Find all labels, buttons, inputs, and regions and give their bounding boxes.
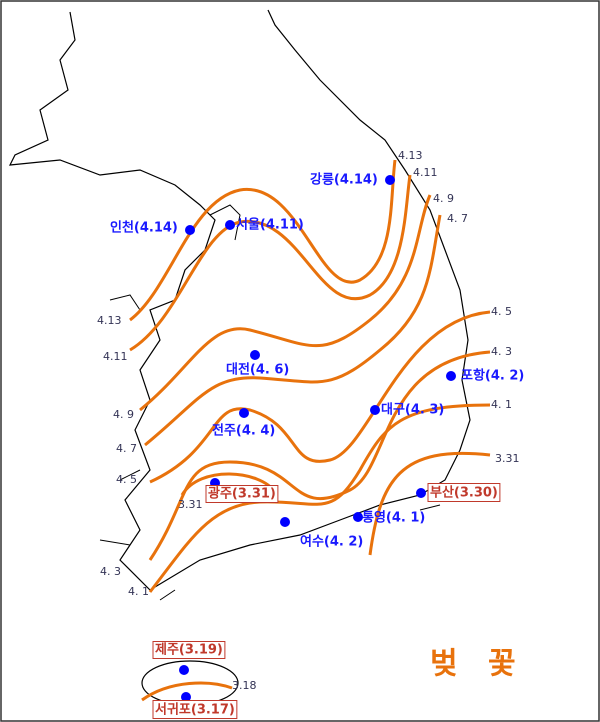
city-marker [225, 220, 235, 230]
label-box [152, 641, 226, 659]
city-label: 강릉(4.14) [310, 172, 378, 188]
isoline [148, 403, 491, 593]
city-label: 전주(4. 4) [212, 423, 275, 439]
isoline [149, 310, 491, 484]
label-box [205, 485, 279, 503]
isoline-label: 4. 3 [491, 345, 512, 358]
isoline-label: 3.31 [178, 498, 203, 511]
label-box [152, 700, 238, 719]
isoline-label: 4. 3 [100, 565, 121, 578]
city-label: 인천(4.14) [110, 220, 178, 236]
isoline-label: 3.31 [495, 452, 520, 465]
isoline [139, 194, 432, 412]
isoline [148, 350, 491, 561]
label-box [427, 483, 501, 502]
isoline [141, 681, 233, 702]
city-label: 부산(3.30) [430, 485, 498, 501]
isoline-label: 4. 9 [433, 192, 454, 205]
city-label: 통영(4. 1) [362, 511, 425, 526]
map-title: 벚 꽃 [430, 647, 526, 682]
city-label: 서귀포(3.17) [155, 702, 235, 718]
city-marker [181, 692, 191, 702]
isoline-label: 4. 1 [128, 585, 149, 598]
city-label: 제주(3.19) [155, 643, 223, 658]
city-marker [239, 408, 249, 418]
city-label: 서울(4.11) [236, 217, 304, 233]
city-marker [250, 350, 260, 360]
isolines [129, 159, 491, 702]
city-label: 광주(3.31) [208, 487, 276, 502]
isoline-label: 4.13 [97, 314, 122, 327]
isoline [129, 159, 397, 322]
city-label: 대전(4. 6) [226, 362, 289, 378]
isoline-label: 4.13 [398, 149, 423, 162]
isoline [144, 214, 442, 447]
city-label: 포항(4. 2) [461, 368, 524, 384]
isoline-label: 4. 9 [113, 408, 134, 421]
city-marker [353, 512, 363, 522]
isoline-label: 4. 5 [116, 473, 137, 486]
coastline-west [99, 204, 441, 601]
city-label: 대구(4. 3) [381, 403, 444, 418]
city-marker [280, 517, 290, 527]
city-marker [446, 371, 456, 381]
isoline-label: 4. 7 [116, 442, 137, 455]
coastline [8, 9, 471, 591]
isoline-label: 3.18 [232, 679, 257, 692]
city-marker [179, 665, 189, 675]
city-marker [185, 225, 195, 235]
isoline-label: 4.11 [103, 350, 128, 363]
city-label: 여수(4. 2) [300, 534, 363, 550]
isoline-label: 4.11 [413, 166, 438, 179]
isoline [368, 451, 491, 556]
isoline-label: 4. 5 [491, 305, 512, 318]
isoline-label: 4. 7 [447, 212, 468, 225]
city-marker [385, 175, 395, 185]
city-marker [370, 405, 380, 415]
isoline [129, 174, 412, 352]
isoline-label: 4. 1 [491, 398, 512, 411]
city-marker [416, 488, 426, 498]
